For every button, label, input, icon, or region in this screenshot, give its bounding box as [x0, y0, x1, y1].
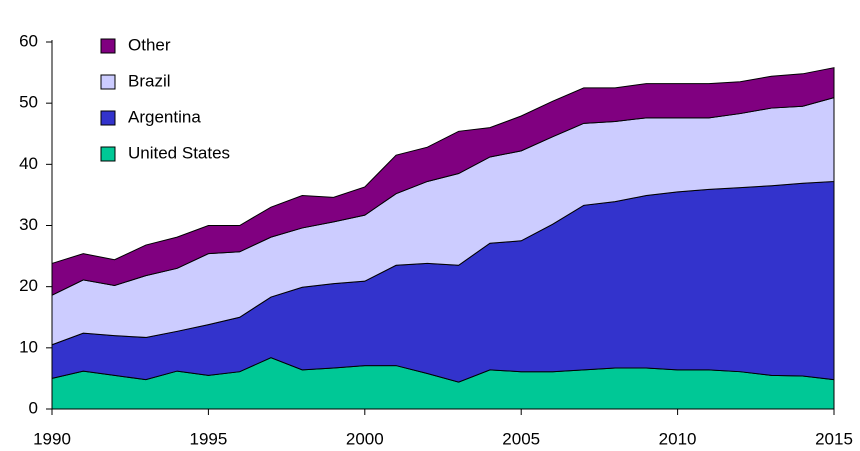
legend-label: Argentina: [128, 107, 201, 126]
legend-label: Other: [128, 35, 171, 54]
y-tick-label: 20: [19, 276, 38, 295]
legend-swatch: [100, 110, 116, 126]
y-tick-label: 50: [19, 93, 38, 112]
area: [51, 67, 835, 297]
legend-label: Brazil: [128, 71, 171, 90]
legend-label: United States: [128, 143, 230, 162]
legend-swatch: [100, 38, 116, 54]
x-tick-label: 1995: [189, 429, 227, 448]
y-tick-label: 0: [29, 398, 38, 417]
legend-swatch: [100, 146, 116, 162]
x-tick-label: 2005: [502, 429, 540, 448]
x-tick-label: 2010: [659, 429, 697, 448]
legend-swatch: [100, 74, 116, 90]
y-tick-label: 40: [19, 154, 38, 173]
y-tick-label: 60: [19, 31, 38, 50]
y-tick-label: 30: [19, 215, 38, 234]
x-tick-label: 1990: [33, 429, 71, 448]
y-tick-label: 10: [19, 337, 38, 356]
x-tick-label: 2000: [346, 429, 384, 448]
x-tick-label: 2015: [815, 429, 853, 448]
